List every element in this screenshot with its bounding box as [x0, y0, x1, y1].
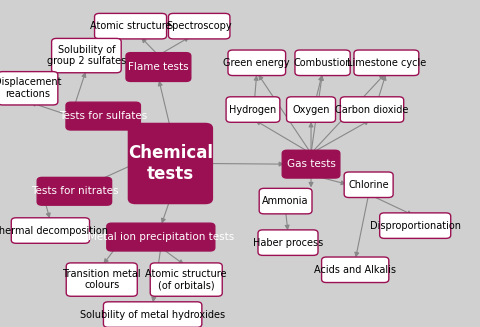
Text: Chemical
tests: Chemical tests — [128, 144, 213, 183]
Text: Transition metal
colours: Transition metal colours — [62, 269, 141, 290]
FancyBboxPatch shape — [322, 257, 389, 283]
FancyBboxPatch shape — [107, 223, 215, 251]
Text: Tests for nitrates: Tests for nitrates — [31, 186, 118, 196]
Text: Chlorine: Chlorine — [348, 180, 389, 190]
Text: Oxygen: Oxygen — [292, 105, 330, 114]
FancyBboxPatch shape — [128, 123, 212, 203]
Text: Green energy: Green energy — [224, 58, 290, 68]
FancyBboxPatch shape — [226, 97, 280, 122]
FancyBboxPatch shape — [258, 230, 318, 255]
FancyBboxPatch shape — [344, 172, 393, 198]
FancyBboxPatch shape — [168, 13, 230, 39]
Text: Carbon dioxide: Carbon dioxide — [336, 105, 408, 114]
Text: Combustion: Combustion — [293, 58, 352, 68]
Text: Thermal decomposition: Thermal decomposition — [0, 226, 108, 235]
Text: Metal ion precipitation tests: Metal ion precipitation tests — [88, 232, 234, 242]
FancyBboxPatch shape — [126, 53, 191, 81]
FancyBboxPatch shape — [104, 302, 202, 327]
Text: Atomic structure
(of orbitals): Atomic structure (of orbitals) — [145, 269, 227, 290]
FancyBboxPatch shape — [52, 39, 121, 73]
FancyBboxPatch shape — [228, 50, 286, 76]
Text: Spectroscopy: Spectroscopy — [167, 21, 232, 31]
Text: Solubility of metal hydroxides: Solubility of metal hydroxides — [80, 310, 225, 319]
FancyBboxPatch shape — [0, 72, 58, 105]
Text: Tests for sulfates: Tests for sulfates — [59, 111, 147, 121]
Text: Acids and Alkalis: Acids and Alkalis — [314, 265, 396, 275]
Text: Atomic structure: Atomic structure — [90, 21, 171, 31]
Text: Ammonia: Ammonia — [263, 196, 309, 206]
FancyBboxPatch shape — [95, 13, 167, 39]
FancyBboxPatch shape — [12, 218, 89, 243]
FancyBboxPatch shape — [150, 263, 222, 296]
FancyBboxPatch shape — [66, 263, 137, 296]
FancyBboxPatch shape — [287, 97, 336, 122]
FancyBboxPatch shape — [380, 213, 451, 238]
FancyBboxPatch shape — [340, 97, 404, 122]
FancyBboxPatch shape — [66, 102, 140, 130]
Text: Displacement
reactions: Displacement reactions — [0, 77, 61, 99]
FancyBboxPatch shape — [282, 150, 340, 178]
Text: Solubility of
group 2 sulfates: Solubility of group 2 sulfates — [47, 45, 126, 66]
Text: Gas tests: Gas tests — [287, 159, 336, 169]
Text: Limestone cycle: Limestone cycle — [347, 58, 426, 68]
Text: Haber process: Haber process — [253, 238, 323, 248]
FancyBboxPatch shape — [259, 188, 312, 214]
Text: Hydrogen: Hydrogen — [229, 105, 276, 114]
Text: Flame tests: Flame tests — [128, 62, 189, 72]
FancyBboxPatch shape — [295, 50, 350, 76]
FancyBboxPatch shape — [354, 50, 419, 76]
FancyBboxPatch shape — [37, 177, 111, 205]
Text: Disproportionation: Disproportionation — [370, 221, 461, 231]
